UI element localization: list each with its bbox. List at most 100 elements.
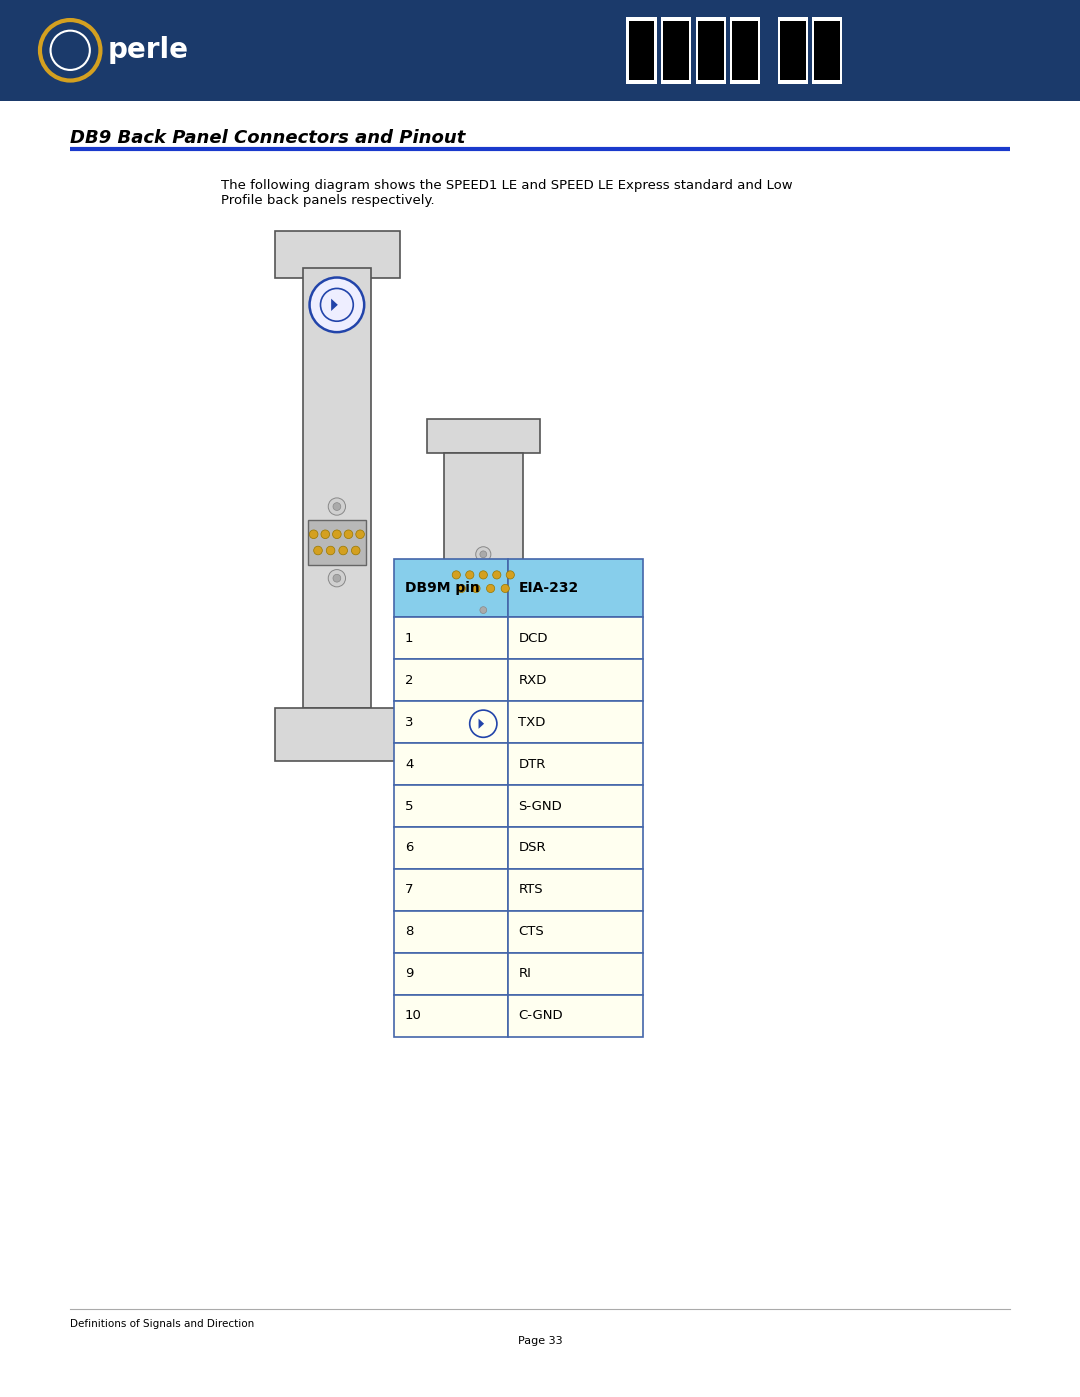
Ellipse shape <box>501 584 510 592</box>
Ellipse shape <box>328 497 346 515</box>
Text: 3: 3 <box>405 715 414 729</box>
Text: The following diagram shows the SPEED1 LE and SPEED LE Express standard and Low
: The following diagram shows the SPEED1 L… <box>221 179 793 207</box>
Ellipse shape <box>339 546 348 555</box>
Ellipse shape <box>333 529 341 539</box>
Text: DTR: DTR <box>518 757 545 771</box>
Ellipse shape <box>461 701 505 746</box>
Bar <box>508 659 643 701</box>
Bar <box>626 17 657 84</box>
Text: Definitions of Signals and Direction: Definitions of Signals and Direction <box>70 1319 255 1330</box>
Text: 10: 10 <box>405 1009 422 1023</box>
Ellipse shape <box>457 584 465 592</box>
Bar <box>394 559 508 617</box>
Text: Page 33: Page 33 <box>517 1336 563 1347</box>
Text: DB9M pin: DB9M pin <box>405 581 480 595</box>
Bar <box>732 21 758 80</box>
Ellipse shape <box>465 571 474 578</box>
Bar <box>508 701 643 743</box>
Ellipse shape <box>472 584 481 592</box>
Bar <box>508 743 643 785</box>
Bar <box>394 911 508 953</box>
Text: DCD: DCD <box>518 631 548 645</box>
Bar <box>394 827 508 869</box>
Bar <box>812 17 842 84</box>
Bar <box>275 231 400 278</box>
Text: TXD: TXD <box>518 715 545 729</box>
Bar <box>394 743 508 785</box>
Bar <box>394 869 508 911</box>
Bar <box>275 708 400 761</box>
Bar <box>508 869 643 911</box>
Text: RTS: RTS <box>518 883 543 897</box>
Ellipse shape <box>333 574 341 583</box>
Text: 2: 2 <box>405 673 414 687</box>
Ellipse shape <box>486 584 495 592</box>
Ellipse shape <box>345 529 353 539</box>
Polygon shape <box>332 299 338 312</box>
Text: 1: 1 <box>405 631 414 645</box>
Bar <box>629 21 654 80</box>
Bar <box>308 520 366 564</box>
Bar <box>508 953 643 995</box>
Ellipse shape <box>328 570 346 587</box>
Bar <box>394 953 508 995</box>
Bar <box>661 17 691 84</box>
Text: RI: RI <box>518 967 531 981</box>
Bar <box>302 268 372 708</box>
Bar <box>508 995 643 1037</box>
Text: 7: 7 <box>405 883 414 897</box>
Bar <box>449 563 517 601</box>
Bar <box>394 785 508 827</box>
Text: 4: 4 <box>405 757 414 771</box>
Ellipse shape <box>310 278 364 332</box>
Bar <box>780 21 806 80</box>
Bar <box>508 785 643 827</box>
Bar <box>663 21 689 80</box>
Bar <box>508 911 643 953</box>
Bar <box>444 453 523 686</box>
Bar <box>508 827 643 869</box>
Bar <box>696 17 726 84</box>
Ellipse shape <box>492 571 501 578</box>
Ellipse shape <box>475 602 491 617</box>
Text: 9: 9 <box>405 967 414 981</box>
Ellipse shape <box>351 546 360 555</box>
Text: RXD: RXD <box>518 673 546 687</box>
Text: EIA-232: EIA-232 <box>518 581 579 595</box>
Polygon shape <box>478 718 484 729</box>
Bar <box>427 419 540 453</box>
Ellipse shape <box>453 571 460 578</box>
Text: 5: 5 <box>405 799 414 813</box>
Text: DB9 Back Panel Connectors and Pinout: DB9 Back Panel Connectors and Pinout <box>70 129 465 147</box>
Ellipse shape <box>326 546 335 555</box>
Ellipse shape <box>475 546 491 562</box>
Bar <box>394 617 508 659</box>
Bar <box>0 0 1080 101</box>
Bar <box>394 995 508 1037</box>
Text: C-GND: C-GND <box>518 1009 563 1023</box>
Ellipse shape <box>480 571 487 578</box>
Bar <box>698 21 724 80</box>
Bar <box>394 701 508 743</box>
Text: 6: 6 <box>405 841 414 855</box>
Bar <box>394 659 508 701</box>
Ellipse shape <box>313 546 322 555</box>
Bar <box>814 21 840 80</box>
Ellipse shape <box>333 503 341 510</box>
Bar <box>778 17 808 84</box>
Text: S-GND: S-GND <box>518 799 563 813</box>
Bar <box>508 559 643 617</box>
Ellipse shape <box>480 550 487 557</box>
Ellipse shape <box>309 529 318 539</box>
Ellipse shape <box>507 571 514 578</box>
Bar <box>730 17 760 84</box>
Ellipse shape <box>480 606 487 613</box>
Text: DSR: DSR <box>518 841 546 855</box>
Bar <box>427 686 540 761</box>
Ellipse shape <box>355 529 364 539</box>
Ellipse shape <box>321 529 329 539</box>
Text: CTS: CTS <box>518 925 544 939</box>
Bar <box>508 617 643 659</box>
Text: perle: perle <box>108 36 189 64</box>
Text: 8: 8 <box>405 925 414 939</box>
